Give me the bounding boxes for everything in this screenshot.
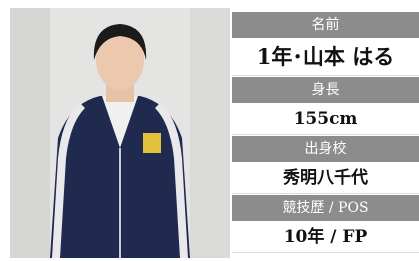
label: 名前 bbox=[232, 12, 419, 38]
value: 秀明八千代 bbox=[232, 163, 419, 194]
player-photo bbox=[10, 8, 230, 258]
profile-table: 名前 1年･山本 はる 身長 155cm 出身校 秀明八千代 競技歴 / POS… bbox=[232, 12, 419, 254]
value: 155cm bbox=[232, 104, 419, 135]
value: 1年･山本 はる bbox=[232, 39, 419, 76]
page: 名前 1年･山本 はる 身長 155cm 出身校 秀明八千代 競技歴 / POS… bbox=[0, 0, 419, 261]
value: 10年 / FP bbox=[232, 222, 419, 253]
label: 競技歴 / POS bbox=[232, 195, 419, 221]
label: 出身校 bbox=[232, 136, 419, 162]
label: 身長 bbox=[232, 77, 419, 103]
